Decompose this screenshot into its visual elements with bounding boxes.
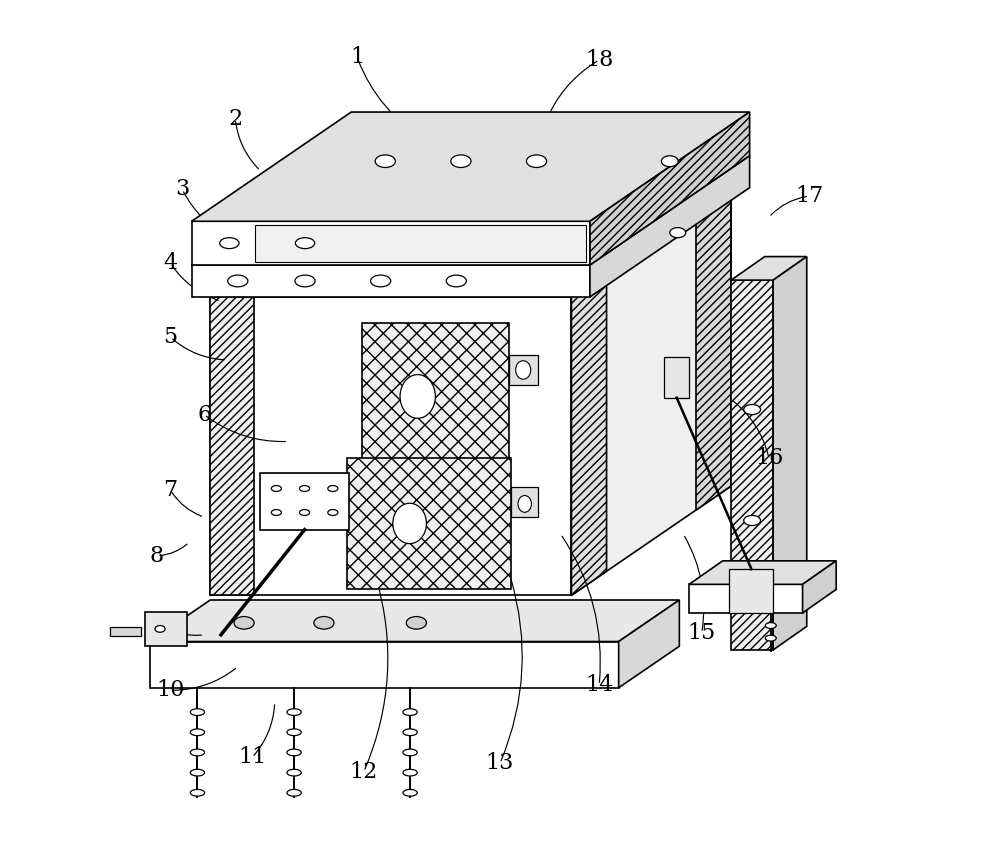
Polygon shape (192, 112, 750, 222)
Ellipse shape (661, 156, 678, 167)
Text: 7: 7 (163, 479, 178, 501)
Polygon shape (773, 256, 807, 650)
Ellipse shape (765, 623, 776, 629)
Polygon shape (192, 156, 750, 265)
Ellipse shape (451, 155, 471, 168)
Text: 12: 12 (350, 761, 378, 783)
Text: 1: 1 (350, 47, 364, 69)
Ellipse shape (314, 617, 334, 629)
Ellipse shape (328, 486, 338, 492)
Polygon shape (255, 225, 586, 261)
Ellipse shape (287, 709, 301, 716)
Ellipse shape (228, 275, 248, 287)
Ellipse shape (287, 769, 301, 776)
Text: 18: 18 (585, 49, 613, 71)
Text: 16: 16 (755, 448, 783, 470)
Polygon shape (729, 569, 773, 613)
Text: 13: 13 (486, 752, 514, 774)
Polygon shape (664, 357, 689, 398)
Polygon shape (689, 561, 836, 585)
Polygon shape (210, 297, 571, 596)
Text: 10: 10 (156, 679, 185, 701)
Ellipse shape (670, 228, 686, 238)
Text: 5: 5 (163, 327, 178, 349)
Text: 11: 11 (238, 746, 266, 768)
Ellipse shape (234, 617, 254, 629)
Polygon shape (731, 280, 773, 650)
Ellipse shape (744, 515, 761, 525)
Ellipse shape (220, 238, 239, 249)
Text: 3: 3 (175, 179, 189, 201)
Text: 4: 4 (163, 252, 178, 274)
Ellipse shape (375, 155, 395, 168)
Text: 8: 8 (150, 545, 164, 567)
Polygon shape (210, 188, 731, 297)
Ellipse shape (271, 509, 281, 515)
Ellipse shape (328, 509, 338, 515)
Polygon shape (619, 600, 679, 688)
Polygon shape (689, 585, 803, 613)
Text: 6: 6 (197, 404, 211, 426)
Polygon shape (192, 265, 590, 297)
Ellipse shape (295, 238, 315, 249)
Polygon shape (150, 641, 619, 688)
Ellipse shape (526, 155, 547, 168)
Text: 9: 9 (147, 612, 161, 634)
Text: 15: 15 (688, 622, 716, 644)
Polygon shape (731, 256, 807, 280)
Ellipse shape (393, 503, 426, 544)
Polygon shape (696, 188, 731, 510)
Polygon shape (590, 156, 750, 297)
Ellipse shape (516, 360, 531, 379)
Text: 2: 2 (228, 107, 242, 129)
Ellipse shape (400, 375, 435, 418)
Ellipse shape (300, 486, 310, 492)
Ellipse shape (300, 509, 310, 515)
Ellipse shape (403, 749, 417, 755)
Ellipse shape (190, 709, 205, 716)
Ellipse shape (403, 709, 417, 716)
Ellipse shape (190, 769, 205, 776)
Ellipse shape (190, 789, 205, 796)
Ellipse shape (190, 749, 205, 755)
Polygon shape (260, 473, 349, 530)
Ellipse shape (403, 789, 417, 796)
Ellipse shape (403, 729, 417, 736)
Ellipse shape (765, 635, 776, 641)
Text: 17: 17 (795, 185, 823, 207)
Ellipse shape (446, 275, 466, 287)
Polygon shape (347, 459, 511, 589)
Ellipse shape (155, 625, 165, 632)
Polygon shape (590, 112, 750, 265)
Polygon shape (571, 188, 731, 596)
Polygon shape (509, 355, 538, 385)
Ellipse shape (271, 486, 281, 492)
Ellipse shape (190, 729, 205, 736)
Polygon shape (210, 297, 254, 596)
Polygon shape (145, 613, 187, 645)
Polygon shape (192, 222, 590, 265)
Ellipse shape (287, 729, 301, 736)
Polygon shape (110, 627, 141, 635)
Ellipse shape (406, 617, 426, 629)
Ellipse shape (295, 275, 315, 287)
Ellipse shape (518, 496, 531, 513)
Ellipse shape (744, 404, 761, 415)
Text: 14: 14 (585, 674, 613, 696)
Ellipse shape (287, 749, 301, 755)
Ellipse shape (287, 789, 301, 796)
Polygon shape (571, 273, 607, 596)
Polygon shape (803, 561, 836, 613)
Polygon shape (150, 600, 679, 641)
Polygon shape (362, 323, 509, 470)
Polygon shape (511, 487, 538, 517)
Ellipse shape (371, 275, 391, 287)
Ellipse shape (403, 769, 417, 776)
